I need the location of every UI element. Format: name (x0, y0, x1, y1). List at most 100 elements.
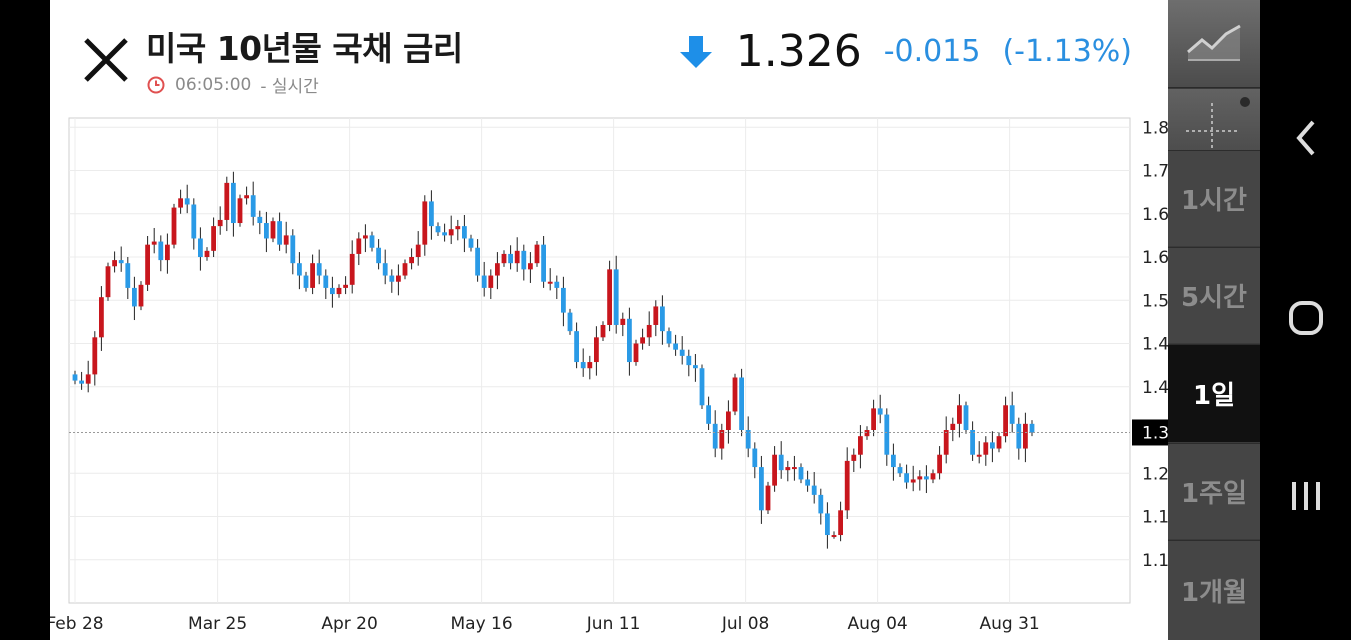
candle-body (778, 454, 784, 471)
candle-body (534, 244, 540, 264)
chart-type-button[interactable] (1168, 0, 1260, 88)
candle-body (1009, 405, 1015, 424)
x-tick-label: Jun 11 (586, 614, 641, 634)
candle-body (528, 263, 533, 270)
candle-body (917, 476, 923, 480)
candle-body (297, 263, 302, 276)
candle-body (739, 377, 744, 431)
candle-body (712, 423, 718, 449)
candle-body (811, 485, 817, 495)
candle-body (303, 275, 309, 288)
candle-body (1029, 423, 1035, 433)
candle-body (970, 430, 975, 455)
candle-body (151, 241, 157, 245)
candle-body (765, 485, 771, 511)
quote-summary: 1.326 -0.015 (-1.13%) (676, 26, 1132, 77)
y-tick-label: 1.820 (1142, 118, 1168, 138)
time-value: 06:05:00 (175, 74, 252, 95)
candle-body (277, 221, 282, 245)
y-tick-label: 1.610 (1142, 248, 1168, 268)
candle-body (950, 423, 956, 431)
timeframe-1d[interactable]: 1일 (1168, 344, 1260, 442)
candle-body (864, 430, 870, 437)
timeframe-1h[interactable]: 1시간 (1168, 150, 1260, 246)
candle-body (706, 405, 711, 424)
candle-body (343, 284, 348, 288)
candle-body (244, 195, 249, 199)
candle-body (138, 284, 144, 307)
arrow-down-icon (679, 35, 712, 68)
candle-body (910, 479, 916, 483)
x-tick-label: Apr 20 (321, 614, 377, 634)
candle-body (283, 235, 289, 245)
y-tick-label: 1.120 (1142, 551, 1168, 571)
candle-body (666, 331, 672, 344)
candle-body (871, 408, 876, 431)
candle-body (792, 467, 797, 470)
candle-body (660, 306, 665, 332)
candle-body (158, 241, 164, 261)
current-price-badge (1132, 419, 1168, 446)
candle-body (897, 467, 903, 474)
candle-body (613, 269, 619, 325)
candle-body (310, 263, 315, 288)
candle-body (818, 494, 824, 514)
candle-body (884, 414, 890, 455)
x-tick-label: Aug 04 (847, 614, 907, 634)
system-navigation-bar (1260, 0, 1351, 640)
candle-body (112, 260, 117, 267)
candle-body (429, 201, 434, 227)
recents-icon (1291, 482, 1320, 510)
close-button[interactable] (80, 36, 132, 84)
candle-body (732, 377, 738, 412)
y-tick-label: 1.750 (1142, 162, 1168, 182)
candle-body (376, 247, 381, 264)
candle-body (349, 253, 355, 285)
candle-body (72, 374, 78, 381)
candle-body (561, 287, 566, 313)
timeframe-5h[interactable]: 5시간 (1168, 247, 1260, 343)
candle-body (118, 260, 124, 264)
candle-body (805, 479, 810, 486)
y-tick-label: 1.540 (1142, 291, 1168, 311)
candle-body (422, 201, 428, 245)
candle-body (686, 355, 692, 366)
candle-body (475, 247, 480, 276)
candle-body (937, 454, 942, 474)
clock-icon (147, 76, 165, 93)
candle-body (99, 297, 104, 338)
candle-body (646, 324, 652, 338)
candle-body (264, 223, 269, 239)
timeframe-1w[interactable]: 1주일 (1168, 443, 1260, 539)
plot-area (68, 117, 1131, 604)
candle-body (396, 275, 401, 282)
price-change-percent: (-1.13%) (1002, 34, 1132, 69)
back-button[interactable] (1260, 98, 1351, 178)
candle-body (389, 275, 395, 282)
candle-body (184, 198, 190, 205)
candle-body (699, 368, 705, 406)
home-button[interactable] (1260, 278, 1351, 358)
recents-button[interactable] (1260, 456, 1351, 536)
candle-body (455, 226, 461, 230)
candle-body (1023, 423, 1028, 449)
candle-body (924, 476, 929, 480)
instrument-title: 미국 10년물 국채 금리 (146, 29, 463, 68)
candle-body (726, 411, 731, 431)
candle-body (448, 229, 454, 236)
timeframe-1m[interactable]: 1개월 (1168, 540, 1260, 640)
candle-body (891, 454, 896, 468)
candlestick-chart[interactable]: 1.820 1.750 1.680 1.610 1.540 1.470 1.400 1.260… (50, 0, 1168, 640)
candle-body (237, 198, 243, 224)
y-axis: 1.820 1.750 1.680 1.610 1.540 1.470 1.400 1.260… (1142, 118, 1168, 570)
candle-body (468, 238, 474, 248)
candle-body (224, 182, 230, 220)
y-tick-label: 1.400 (1142, 378, 1168, 398)
candle-body (145, 244, 150, 285)
candle-body (330, 287, 335, 295)
close-icon (84, 38, 128, 82)
candle-body (759, 467, 764, 511)
candle-body (488, 275, 494, 288)
candle-body (1003, 405, 1008, 437)
line-chart-icon (1187, 24, 1241, 61)
